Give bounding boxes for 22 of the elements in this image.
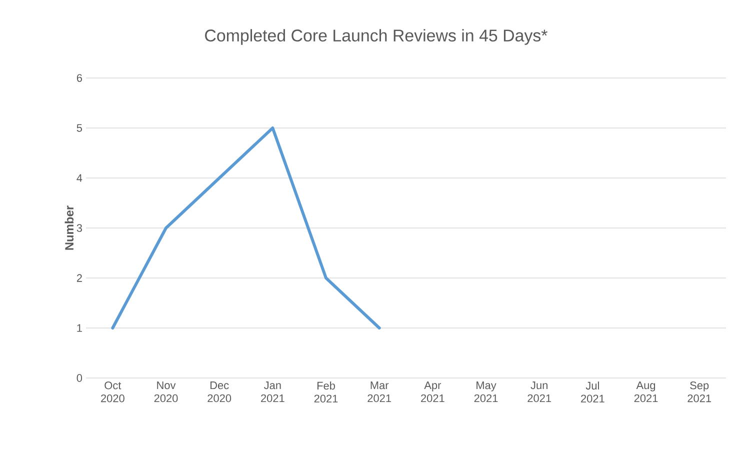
- x-tick-label: Feb 2021: [314, 382, 338, 403]
- x-tick-label: Apr 2021: [421, 382, 444, 402]
- x-tick-label: May 2021: [474, 382, 498, 402]
- y-tick-label: 5: [76, 124, 82, 132]
- chart-title: Completed Core Launch Reviews in 45 Days*: [205, 29, 548, 45]
- x-tick-label: Oct 2020: [101, 382, 124, 402]
- x-tick-label: Sep 2021: [688, 382, 711, 402]
- y-axis-title: Number: [64, 206, 74, 250]
- x-tick-label: Dec 2020: [208, 382, 232, 402]
- y-tick-label: 4: [76, 174, 82, 182]
- x-tick-label: Jul 2021: [581, 382, 604, 403]
- x-tick-label: Jun 2021: [528, 382, 551, 402]
- x-tick-label: Jan 2021: [261, 382, 284, 402]
- x-tick-label: Mar 2021: [368, 382, 391, 402]
- x-tick-label: Nov 2020: [154, 382, 178, 402]
- y-tick-label: 6: [76, 74, 82, 82]
- y-tick-label: 2: [76, 274, 82, 282]
- y-tick-label: 0: [76, 374, 82, 382]
- line-series: [111, 126, 381, 330]
- y-tick-label: 1: [77, 324, 82, 332]
- y-tick-label: 3: [76, 224, 82, 232]
- x-tick-label: Aug 2021: [634, 382, 658, 402]
